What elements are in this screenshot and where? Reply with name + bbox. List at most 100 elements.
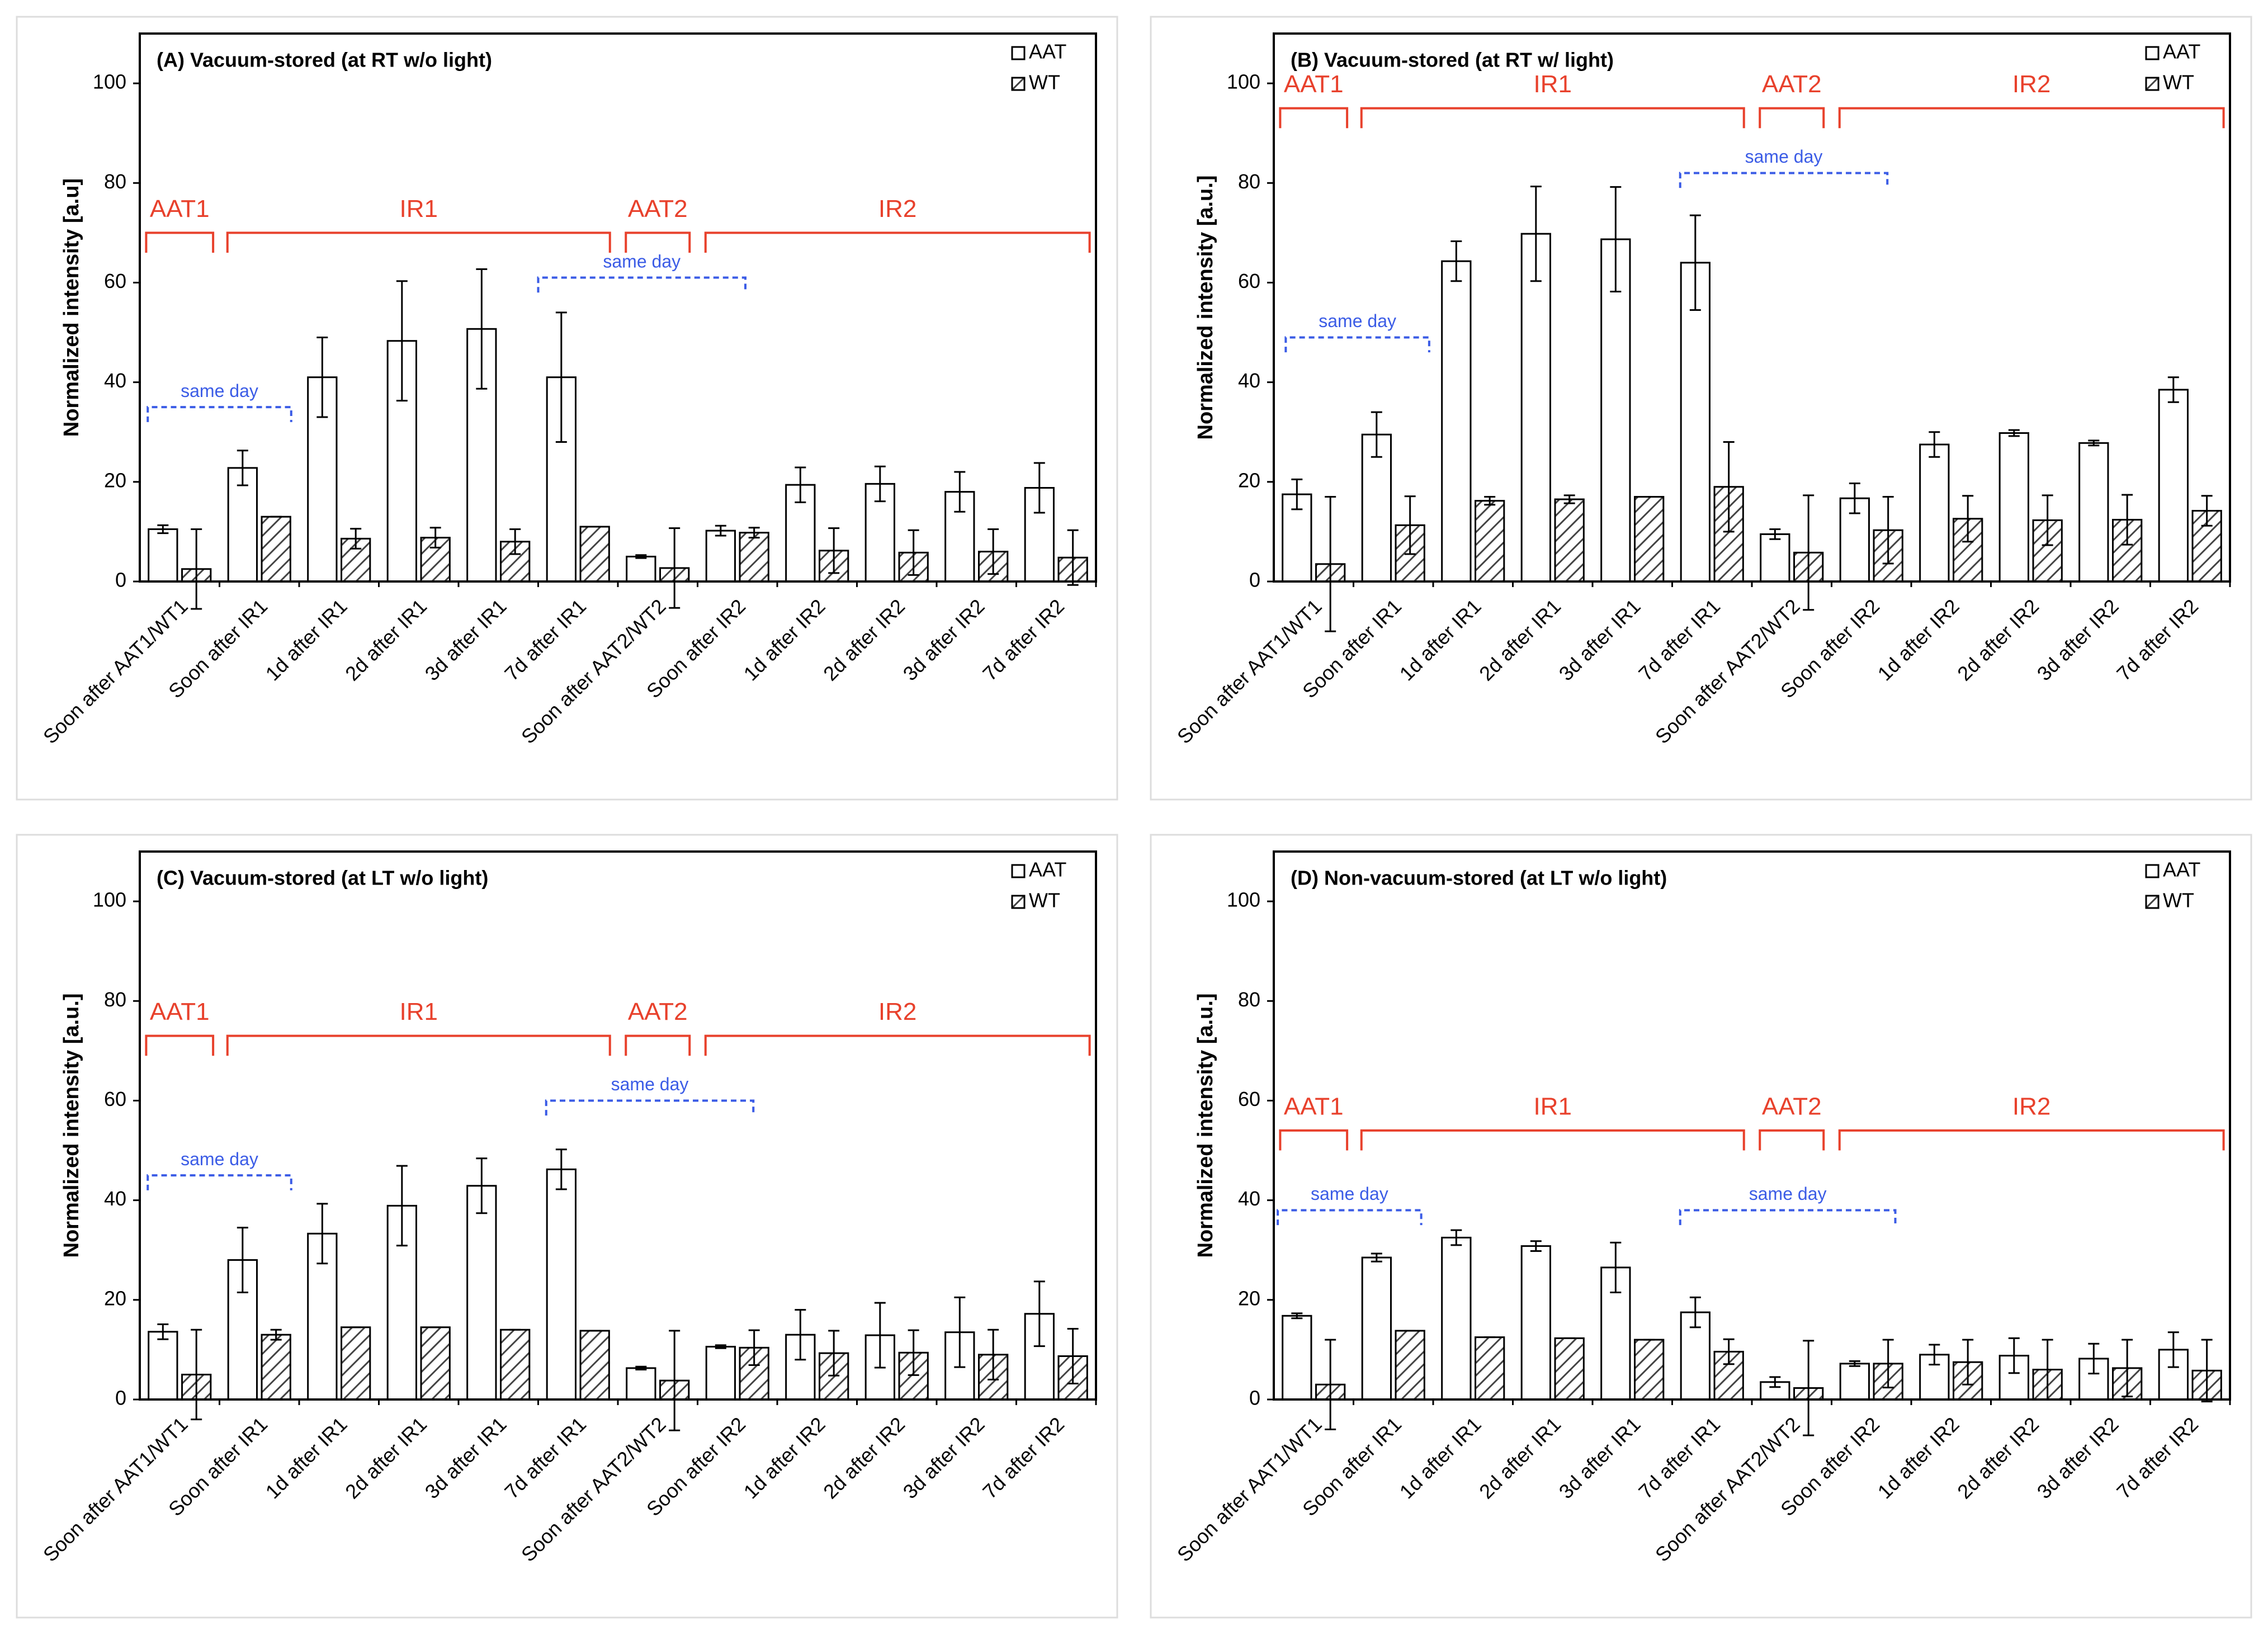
chart-title: (A) Vacuum-stored (at RT w/o light) xyxy=(157,49,492,72)
x-tick-label: 1d after IR1 xyxy=(1395,594,1486,685)
group-bracket xyxy=(226,1034,611,1056)
x-tick-label: Soon after AAT1/WT1 xyxy=(1173,1412,1326,1566)
bar xyxy=(148,528,178,583)
group-label: IR1 xyxy=(400,998,438,1025)
error-bar xyxy=(1371,411,1382,458)
x-tick-label: 7d after IR2 xyxy=(2112,1412,2203,1503)
error-bar xyxy=(795,466,806,503)
chart-title: (C) Vacuum-stored (at LT w/o light) xyxy=(157,867,488,890)
x-tick-label: 3d after IR2 xyxy=(899,1412,989,1503)
error-bar xyxy=(1325,1339,1336,1430)
y-tick-label: 100 xyxy=(1227,888,1260,911)
x-tick-label: 1d after IR2 xyxy=(739,594,830,685)
x-tick-label: Soon after AAT2/WT2 xyxy=(1651,1412,1804,1566)
legend-swatch xyxy=(2145,46,2160,60)
y-tick-label: 80 xyxy=(104,170,126,193)
error-bar xyxy=(191,1328,202,1421)
bar xyxy=(1680,262,1711,583)
error-bar xyxy=(2008,1337,2020,1374)
error-bar xyxy=(509,528,521,555)
bar xyxy=(579,1330,610,1401)
bar xyxy=(705,1346,736,1401)
bar xyxy=(1634,496,1665,583)
bar xyxy=(261,516,291,583)
error-bar xyxy=(270,1328,282,1341)
x-tick-label: 3d after IR2 xyxy=(2033,594,2123,685)
bar xyxy=(1554,498,1585,583)
bar xyxy=(626,555,656,583)
same-day-label: same day xyxy=(181,381,258,401)
error-bar xyxy=(1929,431,1940,458)
panel: 0 20 40 60 80 100 Normalized intensity [a.u.] S… xyxy=(1150,16,2252,801)
group-bracket xyxy=(704,231,1091,253)
same-day-bracket xyxy=(1679,172,1889,188)
error-bar xyxy=(1849,1360,1860,1367)
bar xyxy=(1919,443,1950,583)
y-axis-label: Normalized intensity [a.u.] xyxy=(60,994,83,1258)
x-tick-label: 2d after IR1 xyxy=(1475,1412,1565,1503)
group-label: IR2 xyxy=(2012,1093,2050,1120)
error-bar xyxy=(987,528,999,575)
error-bar xyxy=(1962,1339,1974,1386)
group-bracket xyxy=(1759,107,1825,129)
error-bar xyxy=(1882,1339,1894,1389)
error-bar xyxy=(1803,1340,1815,1436)
error-bar xyxy=(2201,495,2213,527)
panel-frame xyxy=(1150,834,2252,1619)
x-tick-label: 2d after IR2 xyxy=(1953,594,2043,685)
same-day-bracket xyxy=(537,276,746,293)
error-bar xyxy=(396,1165,408,1247)
x-tick-label: 3d after IR2 xyxy=(899,594,989,685)
y-tick-label: 80 xyxy=(1238,988,1260,1011)
bar xyxy=(1520,233,1551,583)
error-bar xyxy=(237,1227,248,1293)
group-bracket xyxy=(704,1034,1091,1056)
x-tick-label: 2d after IR1 xyxy=(341,1412,431,1503)
bar xyxy=(1600,238,1631,583)
bar xyxy=(1441,260,1472,583)
error-bar xyxy=(1530,1240,1542,1252)
bar xyxy=(1760,533,1790,583)
x-tick-label: Soon after AAT1/WT1 xyxy=(39,1412,192,1566)
x-tick-label: 2d after IR2 xyxy=(819,1412,909,1503)
error-bar xyxy=(1067,1327,1079,1384)
same-day-label: same day xyxy=(1749,1184,1827,1204)
x-tick-label: Soon after AAT2/WT2 xyxy=(517,1412,670,1566)
group-bracket xyxy=(145,1034,215,1056)
group-label: AAT2 xyxy=(628,195,688,223)
x-tick-label: 2d after IR2 xyxy=(819,594,909,685)
bar xyxy=(739,532,769,583)
error-bar xyxy=(828,527,840,574)
bar xyxy=(626,1367,656,1401)
x-tick-label: 7d after IR2 xyxy=(2112,594,2203,685)
y-tick-label: 100 xyxy=(93,70,126,93)
error-bar xyxy=(1962,495,1974,543)
error-bar xyxy=(1450,1229,1462,1246)
y-tick-label: 60 xyxy=(104,1087,126,1110)
error-bar xyxy=(1291,1312,1303,1320)
error-bar xyxy=(1769,528,1781,540)
legend-swatch xyxy=(2145,864,2160,878)
group-label: IR2 xyxy=(878,195,916,223)
x-tick-label: 1d after IR2 xyxy=(1873,1412,1964,1503)
error-bar xyxy=(2121,1339,2133,1398)
panel-frame xyxy=(16,16,1118,801)
x-tick-label: 1d after IR1 xyxy=(1395,1412,1486,1503)
error-bar xyxy=(1689,1296,1701,1328)
group-label: AAT1 xyxy=(150,998,210,1025)
error-bar xyxy=(157,1323,169,1340)
same-day-label: same day xyxy=(181,1149,258,1169)
error-bar xyxy=(954,1296,966,1368)
bar xyxy=(466,1185,497,1401)
y-tick-label: 20 xyxy=(104,1287,126,1309)
y-tick-label: 60 xyxy=(1238,269,1260,292)
legend-label: WT xyxy=(1029,71,1060,94)
bar xyxy=(546,1168,577,1401)
group-label: AAT2 xyxy=(1762,1093,1822,1120)
group-label: IR1 xyxy=(400,195,438,223)
same-day-bracket xyxy=(147,406,292,422)
group-label: IR1 xyxy=(1534,70,1572,98)
group-label: AAT1 xyxy=(1284,1093,1344,1120)
y-tick-label: 40 xyxy=(104,1187,126,1210)
